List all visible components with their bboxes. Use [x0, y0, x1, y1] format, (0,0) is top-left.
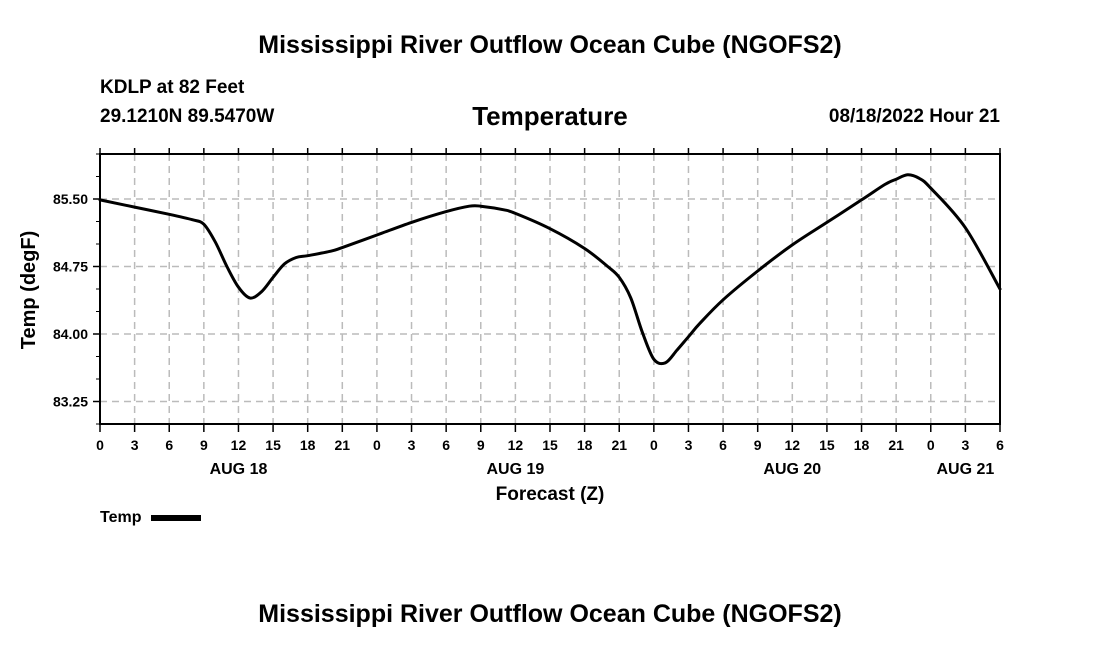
y-tick-label: 85.50	[53, 191, 88, 207]
chart-subtitle: Temperature	[472, 101, 628, 131]
x-tick-label: 21	[888, 437, 904, 453]
x-tick-label: 0	[650, 437, 658, 453]
x-tick-label: 18	[300, 437, 316, 453]
y-tick-label: 83.25	[53, 394, 88, 410]
grid-lines	[100, 154, 1000, 424]
x-tick-label: 18	[854, 437, 870, 453]
x-tick-label: 21	[335, 437, 351, 453]
x-tick-label: 3	[685, 437, 693, 453]
x-tick-label: 15	[265, 437, 281, 453]
x-tick-label: 3	[961, 437, 969, 453]
y-axis-label: Temp (degF)	[18, 231, 40, 350]
day-label: AUG 21	[936, 461, 994, 478]
x-tick-label: 15	[542, 437, 558, 453]
x-tick-label: 12	[508, 437, 524, 453]
x-tick-label: 3	[408, 437, 416, 453]
x-tick-label: 0	[927, 437, 935, 453]
legend-line-swatch	[151, 515, 202, 521]
x-tick-label: 9	[754, 437, 762, 453]
station-label: KDLP at 82 Feet	[100, 77, 245, 98]
chart-title: Mississippi River Outflow Ocean Cube (NG…	[258, 31, 842, 59]
axes: 0 3 6 9 12 15 18 21 0 3 6 9 12 15 18 21 0 3 6 9 12 15 18 21 0 3 6 8…	[53, 148, 1004, 478]
x-tick-label: 12	[785, 437, 801, 453]
footer-title: Mississippi River Outflow Ocean Cube (NG…	[258, 600, 842, 628]
day-label: AUG 20	[763, 461, 821, 478]
x-tick-label: 9	[477, 437, 485, 453]
station-coordinates: 29.1210N 89.5470W	[100, 106, 275, 127]
x-tick-label: 6	[996, 437, 1004, 453]
day-label: AUG 18	[210, 461, 268, 478]
day-label: AUG 19	[486, 461, 544, 478]
x-tick-label: 18	[577, 437, 593, 453]
forecast-datetime: 08/18/2022 Hour 21	[828, 106, 1000, 127]
x-tick-label: 15	[819, 437, 835, 453]
x-tick-label: 12	[231, 437, 247, 453]
y-tick-label: 84.00	[53, 326, 88, 342]
series-lines	[98, 173, 1002, 366]
x-axis-label: Forecast (Z)	[496, 484, 605, 505]
temp-series-line	[98, 173, 1002, 366]
x-tick-label: 21	[611, 437, 627, 453]
x-tick-label: 6	[719, 437, 727, 453]
y-tick-label: 84.75	[53, 259, 88, 275]
legend-label-temp: Temp	[100, 509, 142, 526]
legend: Temp	[100, 509, 202, 527]
x-tick-label: 6	[165, 437, 173, 453]
x-tick-label: 6	[442, 437, 450, 453]
x-tick-label: 0	[373, 437, 381, 453]
x-tick-label: 0	[96, 437, 104, 453]
x-tick-label: 3	[131, 437, 139, 453]
x-tick-label: 9	[200, 437, 208, 453]
